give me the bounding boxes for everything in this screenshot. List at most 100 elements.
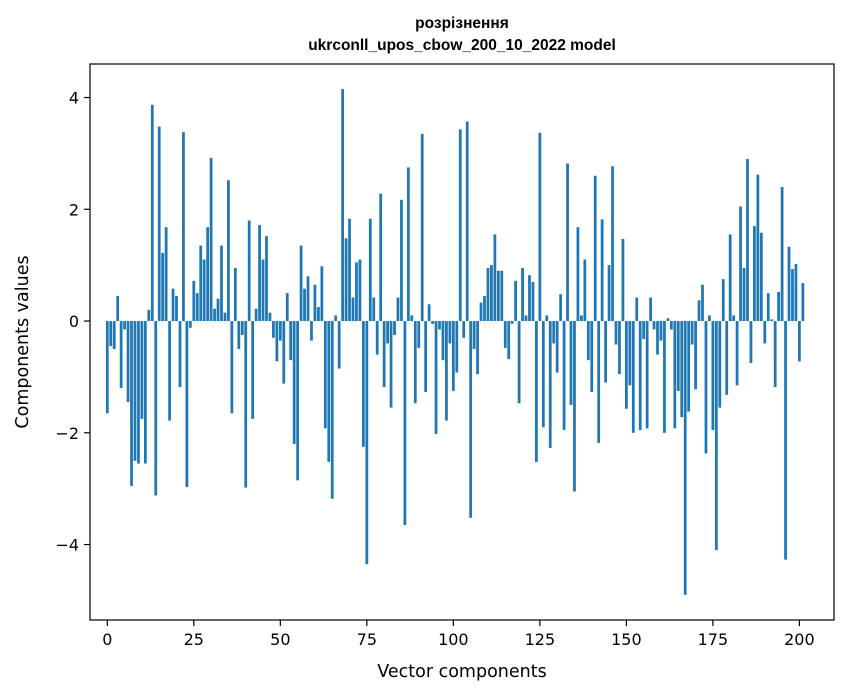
bar [794, 264, 798, 322]
bar [528, 275, 531, 322]
bar [434, 321, 438, 434]
bar [410, 315, 414, 322]
bar [746, 158, 749, 322]
bar [704, 321, 708, 454]
bar [562, 321, 566, 431]
bar [503, 321, 507, 348]
bar [721, 279, 725, 322]
bar [569, 321, 573, 405]
bar [597, 321, 601, 443]
bar [545, 315, 549, 322]
bar [576, 227, 580, 322]
bar [188, 321, 192, 328]
bar [424, 321, 428, 393]
bar [109, 321, 113, 347]
bar [213, 308, 216, 322]
x-tick-label: 150 [611, 630, 642, 649]
bar [694, 321, 697, 390]
bar [265, 236, 268, 322]
bar [233, 267, 237, 322]
bar [178, 321, 182, 387]
bar [649, 297, 652, 322]
bar [753, 226, 756, 322]
bar [303, 288, 306, 322]
bar [621, 238, 625, 322]
bar [386, 321, 389, 344]
y-tick-label: −2 [55, 424, 79, 443]
bar [711, 321, 715, 431]
bar [285, 293, 289, 322]
bar [389, 321, 393, 408]
bar [327, 321, 331, 462]
bar [673, 321, 677, 429]
x-axis-ticks: 0 25 50 75 100 125 150 175 200 [102, 620, 815, 649]
bar [105, 321, 109, 414]
bar [652, 321, 656, 330]
bar [465, 121, 469, 322]
bar [237, 321, 241, 349]
bar [185, 321, 189, 488]
bar [645, 321, 649, 429]
bar [555, 321, 559, 373]
x-tick-label: 75 [357, 630, 377, 649]
bar [223, 312, 227, 322]
bar [310, 321, 313, 341]
bar [448, 321, 452, 344]
bar [420, 133, 424, 322]
bar [147, 309, 151, 322]
bar [140, 321, 144, 419]
bar [559, 294, 563, 322]
bar [507, 321, 511, 360]
bar [306, 276, 310, 322]
bar [289, 321, 293, 361]
bar [749, 321, 753, 363]
bar [535, 321, 538, 462]
bars-group [105, 89, 805, 595]
x-tick-label: 25 [184, 630, 204, 649]
bar [143, 321, 147, 464]
bar [583, 259, 587, 322]
bar [618, 321, 621, 375]
bar [451, 321, 455, 391]
bar [133, 321, 137, 461]
bar [299, 245, 303, 322]
bar [195, 293, 199, 322]
bar [469, 321, 473, 518]
bar [116, 295, 120, 322]
bar [320, 266, 324, 322]
bar [441, 321, 445, 361]
bar [334, 315, 338, 322]
bar [676, 321, 680, 391]
bar [548, 321, 552, 448]
bar [393, 321, 396, 336]
bar [379, 193, 383, 322]
bar [604, 321, 607, 383]
y-tick-label: 0 [69, 312, 79, 331]
bar [202, 259, 206, 322]
bar [296, 321, 300, 481]
bar [175, 295, 178, 322]
bar [344, 238, 348, 322]
bar [517, 321, 521, 404]
bar [126, 321, 130, 403]
y-tick-label: −4 [55, 536, 79, 555]
y-tick-label: 2 [69, 200, 79, 219]
bar [123, 321, 126, 330]
bar [154, 321, 158, 496]
bar [351, 297, 355, 322]
bar [784, 321, 787, 560]
bar [791, 269, 794, 322]
bar [500, 270, 504, 322]
bar [431, 321, 434, 324]
bar [382, 321, 386, 387]
bar [666, 318, 670, 322]
chart-subtitle: ukrconll_upos_cbow_200_10_2022 model [308, 37, 616, 54]
bar [368, 218, 372, 322]
bar [614, 321, 618, 345]
bar [656, 321, 659, 355]
bar [780, 186, 784, 322]
bar [476, 321, 479, 375]
bar [759, 232, 763, 322]
bar [282, 321, 286, 384]
